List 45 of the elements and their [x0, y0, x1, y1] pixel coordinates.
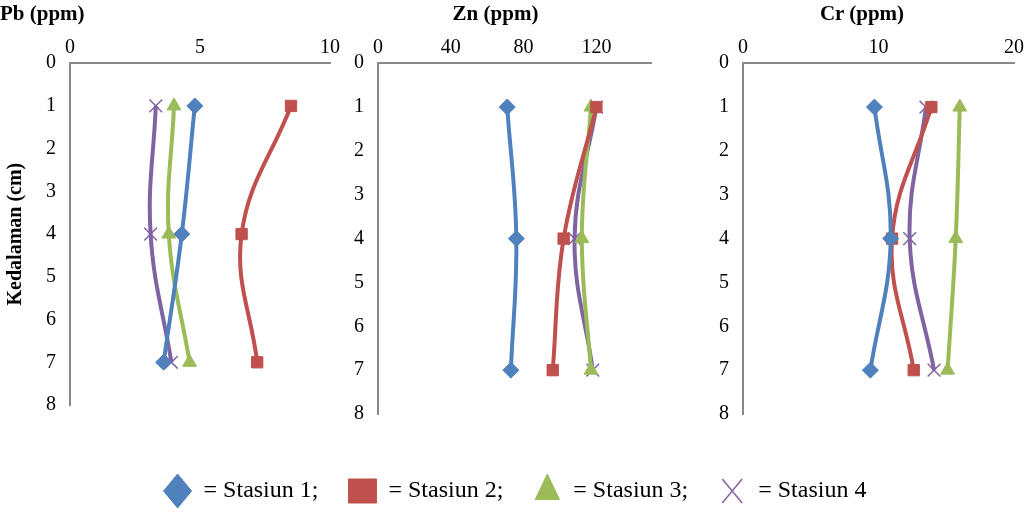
x-tick-label: 10 [868, 35, 889, 58]
y-tick-label: 1 [354, 94, 364, 117]
y-tick-label: 0 [46, 50, 56, 73]
y-tick-label: 0 [719, 50, 729, 73]
x-tick-label: 0 [738, 35, 748, 58]
y-tick-label: 2 [46, 135, 56, 158]
y-tick-label: 5 [46, 264, 56, 287]
chart-title: Pb (ppm) [0, 1, 85, 26]
y-tick-label: 3 [46, 178, 56, 201]
y-tick-label: 5 [354, 269, 364, 292]
y-tick-label: 4 [354, 225, 364, 248]
x-tick-label: 0 [373, 35, 383, 58]
chart-title: Cr (ppm) [819, 1, 905, 26]
y-tick-label: 4 [46, 221, 56, 244]
y-tick-label: 8 [46, 392, 56, 415]
x-tick-label: 80 [513, 35, 534, 58]
y-tick-label: 4 [719, 225, 729, 248]
legend-label: = Stasiun 4 [758, 476, 867, 503]
y-tick-label: 8 [354, 401, 364, 424]
x-tick-label: 5 [195, 35, 205, 58]
x-tick-label: 120 [581, 35, 612, 58]
y-tick-label: 8 [719, 401, 729, 424]
y-tick-label: 1 [719, 94, 729, 117]
legend-label: = Stasiun 3; [573, 476, 689, 503]
y-tick-label: 7 [354, 357, 364, 380]
x-tick-label: 0 [65, 35, 75, 58]
y-tick-label: 6 [354, 313, 364, 336]
y-tick-label: 5 [719, 269, 729, 292]
x-tick-label: 10 [320, 35, 340, 58]
y-tick-label: 7 [46, 349, 56, 372]
y-tick-label: 6 [46, 306, 56, 329]
y-tick-label: 7 [719, 357, 729, 380]
y-tick-label: 3 [719, 182, 729, 204]
y-tick-label: 1 [46, 93, 56, 116]
y-tick-label: 0 [354, 50, 364, 73]
x-tick-label: 40 [440, 35, 461, 58]
y-axis-title: Kedalaman (cm) [3, 162, 27, 306]
y-tick-label: 2 [719, 138, 729, 161]
x-tick-label: 20 [1004, 35, 1024, 58]
y-tick-label: 3 [354, 182, 364, 204]
chart-title: Zn (ppm) [452, 1, 539, 26]
y-tick-label: 6 [719, 313, 729, 336]
y-tick-label: 2 [354, 138, 364, 161]
legend-label: = Stasiun 2; [388, 476, 504, 503]
legend-label: = Stasiun 1; [203, 476, 319, 503]
